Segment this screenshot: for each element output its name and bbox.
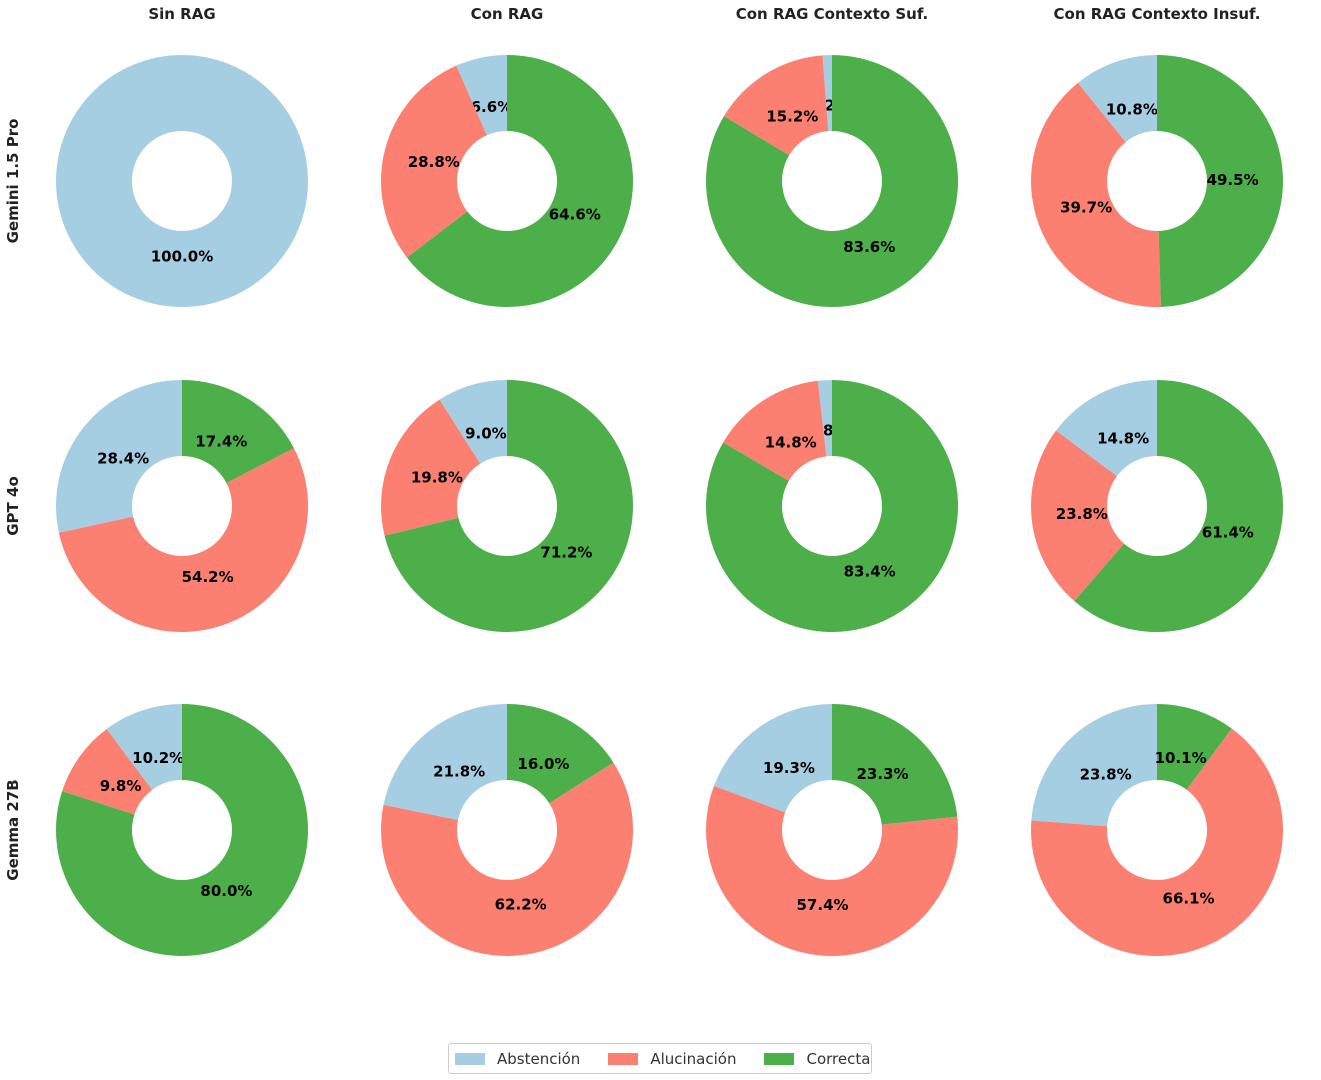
label-correcta: 80.0% <box>200 882 252 900</box>
slice-alucinacion <box>1031 430 1125 602</box>
slice-abstencion <box>383 704 507 821</box>
slice-correcta <box>832 704 958 825</box>
slice-alucinacion <box>706 785 958 956</box>
slice-correcta <box>1074 380 1283 632</box>
label-alucinacion: 39.7% <box>1060 198 1112 216</box>
slice-abstencion <box>56 380 182 533</box>
label-correcta: 10.1% <box>1155 749 1207 767</box>
legend-label-correcta: Correcta <box>806 1049 871 1068</box>
label-abstencion: 9.0% <box>465 424 507 442</box>
slice-abstencion <box>1077 55 1157 143</box>
slice-correcta <box>706 380 958 632</box>
donut-gemini-1-5-pro-con-rag: 6.6% 28.8% 64.6% <box>380 55 633 307</box>
label-abstencion: 21.8% <box>433 762 485 780</box>
column-title-con-rag: Con RAG <box>471 5 544 23</box>
donut-gemini-1-5-pro-sin-rag: 100.0% <box>56 55 308 307</box>
label-abstencion: 100.0% <box>151 248 213 266</box>
label-alucinacion: 28.8% <box>408 153 460 171</box>
slice-alucinacion <box>723 55 829 156</box>
slice-correcta <box>406 55 633 307</box>
label-alucinacion: 57.4% <box>797 896 849 914</box>
slice-alucinacion <box>1030 82 1161 308</box>
legend: Abstención Alucinación Correcta <box>448 1043 872 1074</box>
slice-correcta <box>507 704 614 804</box>
label-correcta: 23.3% <box>857 765 909 783</box>
legend-label-alucinacion: Alucinación <box>650 1049 737 1068</box>
slice-abstencion <box>106 704 182 790</box>
slice-abstencion <box>713 704 832 813</box>
slice-correcta <box>56 704 309 956</box>
column-title-sin-rag: Sin RAG <box>148 5 215 23</box>
legend-item-abstencion: Abstención <box>455 1050 580 1068</box>
legend-label-abstencion: Abstención <box>497 1049 581 1068</box>
label-correcta: 83.6% <box>843 238 895 256</box>
label-abstencion: 6.6% <box>471 98 513 116</box>
legend-swatch-alucinacion <box>608 1052 639 1065</box>
legend-swatch-correcta <box>764 1052 795 1065</box>
slice-abstencion <box>1056 380 1157 477</box>
label-correcta: 83.4% <box>844 563 896 581</box>
label-abstencion: 28.4% <box>97 450 149 468</box>
slice-correcta <box>1157 55 1284 307</box>
slice-abstencion <box>1031 704 1157 827</box>
label-correcta: 16.0% <box>517 755 569 773</box>
slice-abstencion <box>822 55 832 132</box>
row-title-gemini-1-5-pro: Gemini 1.5 Pro <box>4 119 22 244</box>
row-title-gpt-4o: GPT 4o <box>4 476 22 536</box>
label-correcta: 64.6% <box>549 205 601 223</box>
slice-alucinacion <box>1031 728 1284 957</box>
label-abstencion: 14.8% <box>1097 429 1149 447</box>
donut-gemma-27b-con-rag-contexto-suf: 19.3% 57.4% 23.3% <box>706 704 958 956</box>
label-abstencion: 10.2% <box>132 749 184 767</box>
label-correcta: 17.4% <box>195 432 247 450</box>
slice-alucinacion <box>58 448 308 632</box>
label-correcta: 61.4% <box>1202 524 1254 542</box>
column-title-con-rag-contexto-insuf: Con RAG Contexto Insuf. <box>1054 5 1261 23</box>
donut-gemini-1-5-pro-con-rag-contexto-insuf: 10.8% 39.7% 49.5% <box>1030 55 1284 308</box>
label-alucinacion: 9.8% <box>100 777 142 795</box>
donut-gpt-4o-sin-rag: 28.4% 54.2% 17.4% <box>56 380 308 632</box>
label-abstencion: 19.3% <box>763 759 815 777</box>
donut-gpt-4o-con-rag-contexto-insuf: 14.8% 23.8% 61.4% <box>1031 380 1283 632</box>
slice-alucinacion <box>381 399 481 536</box>
legend-swatch-abstencion <box>455 1052 485 1065</box>
slice-alucinacion <box>62 729 153 815</box>
label-alucinacion: 54.2% <box>182 568 234 586</box>
row-title-gemma-27b: Gemma 27B <box>4 779 22 880</box>
slice-alucinacion <box>723 380 827 481</box>
slice-alucinacion <box>380 65 487 258</box>
slice-abstencion <box>439 380 507 464</box>
label-correcta: 49.5% <box>1207 171 1259 189</box>
label-alucinacion: 14.8% <box>765 434 817 452</box>
label-correcta: 71.2% <box>540 544 592 562</box>
label-abstencion: 23.8% <box>1080 766 1132 784</box>
label-alucinacion: 62.2% <box>495 895 547 913</box>
label-abstencion: 10.8% <box>1106 101 1158 119</box>
donut-gemma-27b-con-rag-contexto-insuf: 23.8% 66.1% 10.1% <box>1031 704 1284 957</box>
slice-abstencion <box>456 55 507 136</box>
label-alucinacion: 19.8% <box>411 469 463 487</box>
slice-correcta <box>1157 704 1232 790</box>
slice-alucinacion <box>381 762 633 956</box>
label-alucinacion: 15.2% <box>766 108 818 126</box>
donut-gpt-4o-con-rag: 9.0% 19.8% 71.2% <box>381 380 633 632</box>
label-alucinacion: 66.1% <box>1163 890 1215 908</box>
slice-correcta <box>182 380 294 484</box>
slice-abstencion <box>817 380 832 457</box>
slice-correcta <box>706 55 959 308</box>
slice-correcta <box>384 380 633 632</box>
label-alucinacion: 23.8% <box>1056 505 1108 523</box>
legend-item-alucinacion: Alucinación <box>608 1050 736 1068</box>
column-title-con-rag-contexto-suf: Con RAG Contexto Suf. <box>736 5 929 23</box>
donut-gpt-4o-con-rag-contexto-suf: 1.8%14.8%83.4% <box>706 380 958 632</box>
donut-gemini-1-5-pro-con-rag-contexto-suf: 1.2%15.2%83.6% <box>706 55 959 308</box>
donut-gemma-27b-sin-rag: 10.2% 9.8% 80.0% <box>56 704 309 956</box>
slice-abstencion <box>56 55 308 307</box>
legend-item-correcta: Correcta <box>764 1050 870 1068</box>
donut-gemma-27b-con-rag: 21.8% 62.2% 16.0% <box>381 704 633 956</box>
